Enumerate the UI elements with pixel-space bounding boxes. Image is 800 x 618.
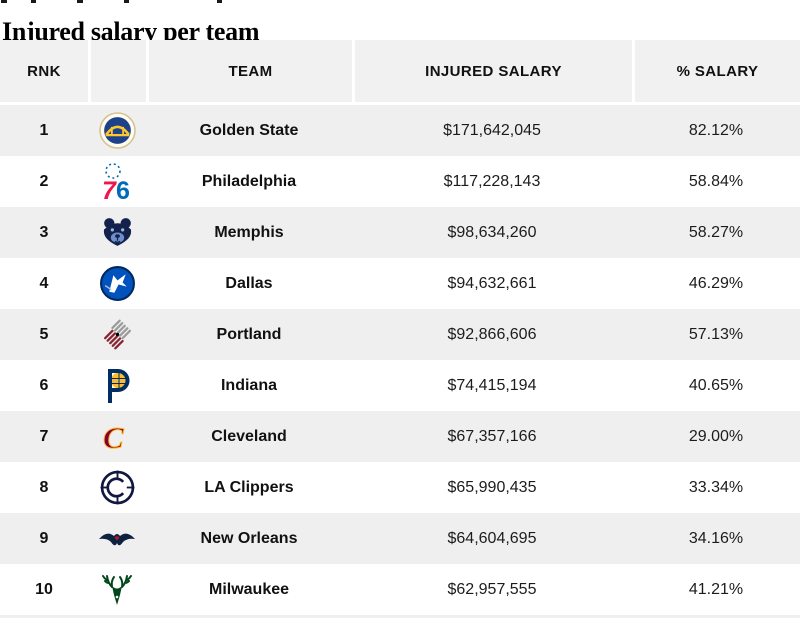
pct-salary-value: 46.29% — [688, 274, 744, 292]
rank-value: 4 — [39, 274, 49, 292]
warriors-logo-icon — [98, 112, 136, 149]
76ers-logo-icon: 7 6 — [100, 161, 134, 203]
table-row: 5 Portland $92,866,606 57.13% — [0, 309, 800, 360]
crop-text-remnant — [124, 0, 129, 3]
pct-salary-value: 82.12% — [688, 121, 744, 139]
header-injured-salary: INJURED SALARY — [352, 40, 632, 102]
grizzlies-logo-icon — [99, 214, 136, 251]
table-row: 10 Milwaukee $62,957,555 41.21% — [0, 564, 800, 615]
pct-salary-value: 41.21% — [688, 580, 744, 598]
team-name: New Orleans — [200, 529, 298, 547]
pct-salary-value: 57.13% — [688, 325, 744, 343]
pelicans-logo-icon — [97, 526, 137, 552]
svg-text:6: 6 — [116, 177, 130, 203]
pct-salary-value: 58.27% — [688, 223, 744, 241]
rank-value: 1 — [39, 121, 49, 139]
injured-salary-value: $65,990,435 — [447, 478, 537, 496]
rank-value: 10 — [35, 580, 53, 598]
clippers-logo-icon — [99, 469, 136, 506]
trail-blazers-logo-icon — [100, 317, 135, 352]
injured-salary-value: $62,957,555 — [447, 580, 537, 598]
injured-salary-value: $92,866,606 — [447, 325, 537, 343]
table-row: 6 Indiana $74,415,194 40.65% — [0, 360, 800, 411]
pacers-logo-icon — [100, 367, 134, 405]
crop-text-remnant — [31, 0, 36, 3]
table-row: 3 Memphis $98,634,260 58.27% — [0, 207, 800, 258]
crop-text-remnant — [77, 0, 83, 3]
rank-value: 8 — [39, 478, 49, 496]
table-row: 2 7 6 Philadelphia $117,228,143 58.84% — [0, 156, 800, 207]
team-name: Dallas — [225, 274, 273, 292]
table-row: 7 C Cleveland $67,357,166 29.00% — [0, 411, 800, 462]
team-name: Portland — [216, 325, 282, 343]
svg-text:7: 7 — [102, 177, 117, 203]
pct-salary-value: 29.00% — [688, 427, 744, 445]
rank-value: 7 — [39, 427, 49, 445]
team-name: Philadelphia — [201, 172, 297, 190]
rank-value: 6 — [39, 376, 49, 394]
rank-value: 3 — [39, 223, 49, 241]
rank-value: 5 — [39, 325, 49, 343]
table-row: 9 New Orleans $64,604,695 34.16% — [0, 513, 800, 564]
crop-text-remnant — [217, 0, 222, 3]
team-name: Indiana — [220, 376, 277, 394]
team-name: Golden State — [199, 121, 299, 139]
pct-salary-value: 34.16% — [688, 529, 744, 547]
team-name: Milwaukee — [208, 580, 290, 598]
cavaliers-logo-icon: C — [99, 420, 135, 454]
next-row-crop-strip — [0, 615, 800, 618]
table-row: 1 Golden State $171,642,045 82.12% — [0, 105, 800, 156]
injured-salary-value: $74,415,194 — [447, 376, 537, 394]
injured-salary-value: $98,634,260 — [447, 223, 537, 241]
svg-text:C: C — [103, 420, 124, 454]
bucks-logo-icon — [100, 570, 134, 610]
injured-salary-value: $94,632,661 — [447, 274, 537, 292]
team-name: Memphis — [214, 223, 284, 241]
rank-value: 9 — [39, 529, 49, 547]
rank-value: 2 — [39, 172, 49, 190]
injured-salary-value: $171,642,045 — [443, 121, 541, 139]
injured-salary-value: $64,604,695 — [447, 529, 537, 547]
mavericks-logo-icon — [99, 265, 136, 302]
injured-salary-value: $117,228,143 — [443, 172, 541, 190]
team-name: Cleveland — [211, 427, 287, 445]
header-logo — [88, 40, 146, 102]
pct-salary-value: 40.65% — [688, 376, 744, 394]
header-pct-salary: % SALARY — [632, 40, 800, 102]
injured-salary-table: RNK TEAM INJURED SALARY % SALARY 1 Golde… — [0, 40, 800, 618]
table-row: 8 LA Clippers $65,990,435 33.34% — [0, 462, 800, 513]
crop-text-remnant — [1, 0, 7, 3]
pct-salary-value: 33.34% — [688, 478, 744, 496]
table-row: 4 Dallas $94,632,661 46.29% — [0, 258, 800, 309]
pct-salary-value: 58.84% — [688, 172, 744, 190]
table-header-row: RNK TEAM INJURED SALARY % SALARY — [0, 40, 800, 102]
injured-salary-value: $67,357,166 — [447, 427, 537, 445]
team-name: LA Clippers — [204, 478, 294, 496]
header-team: TEAM — [146, 40, 352, 102]
header-rnk: RNK — [0, 40, 88, 102]
